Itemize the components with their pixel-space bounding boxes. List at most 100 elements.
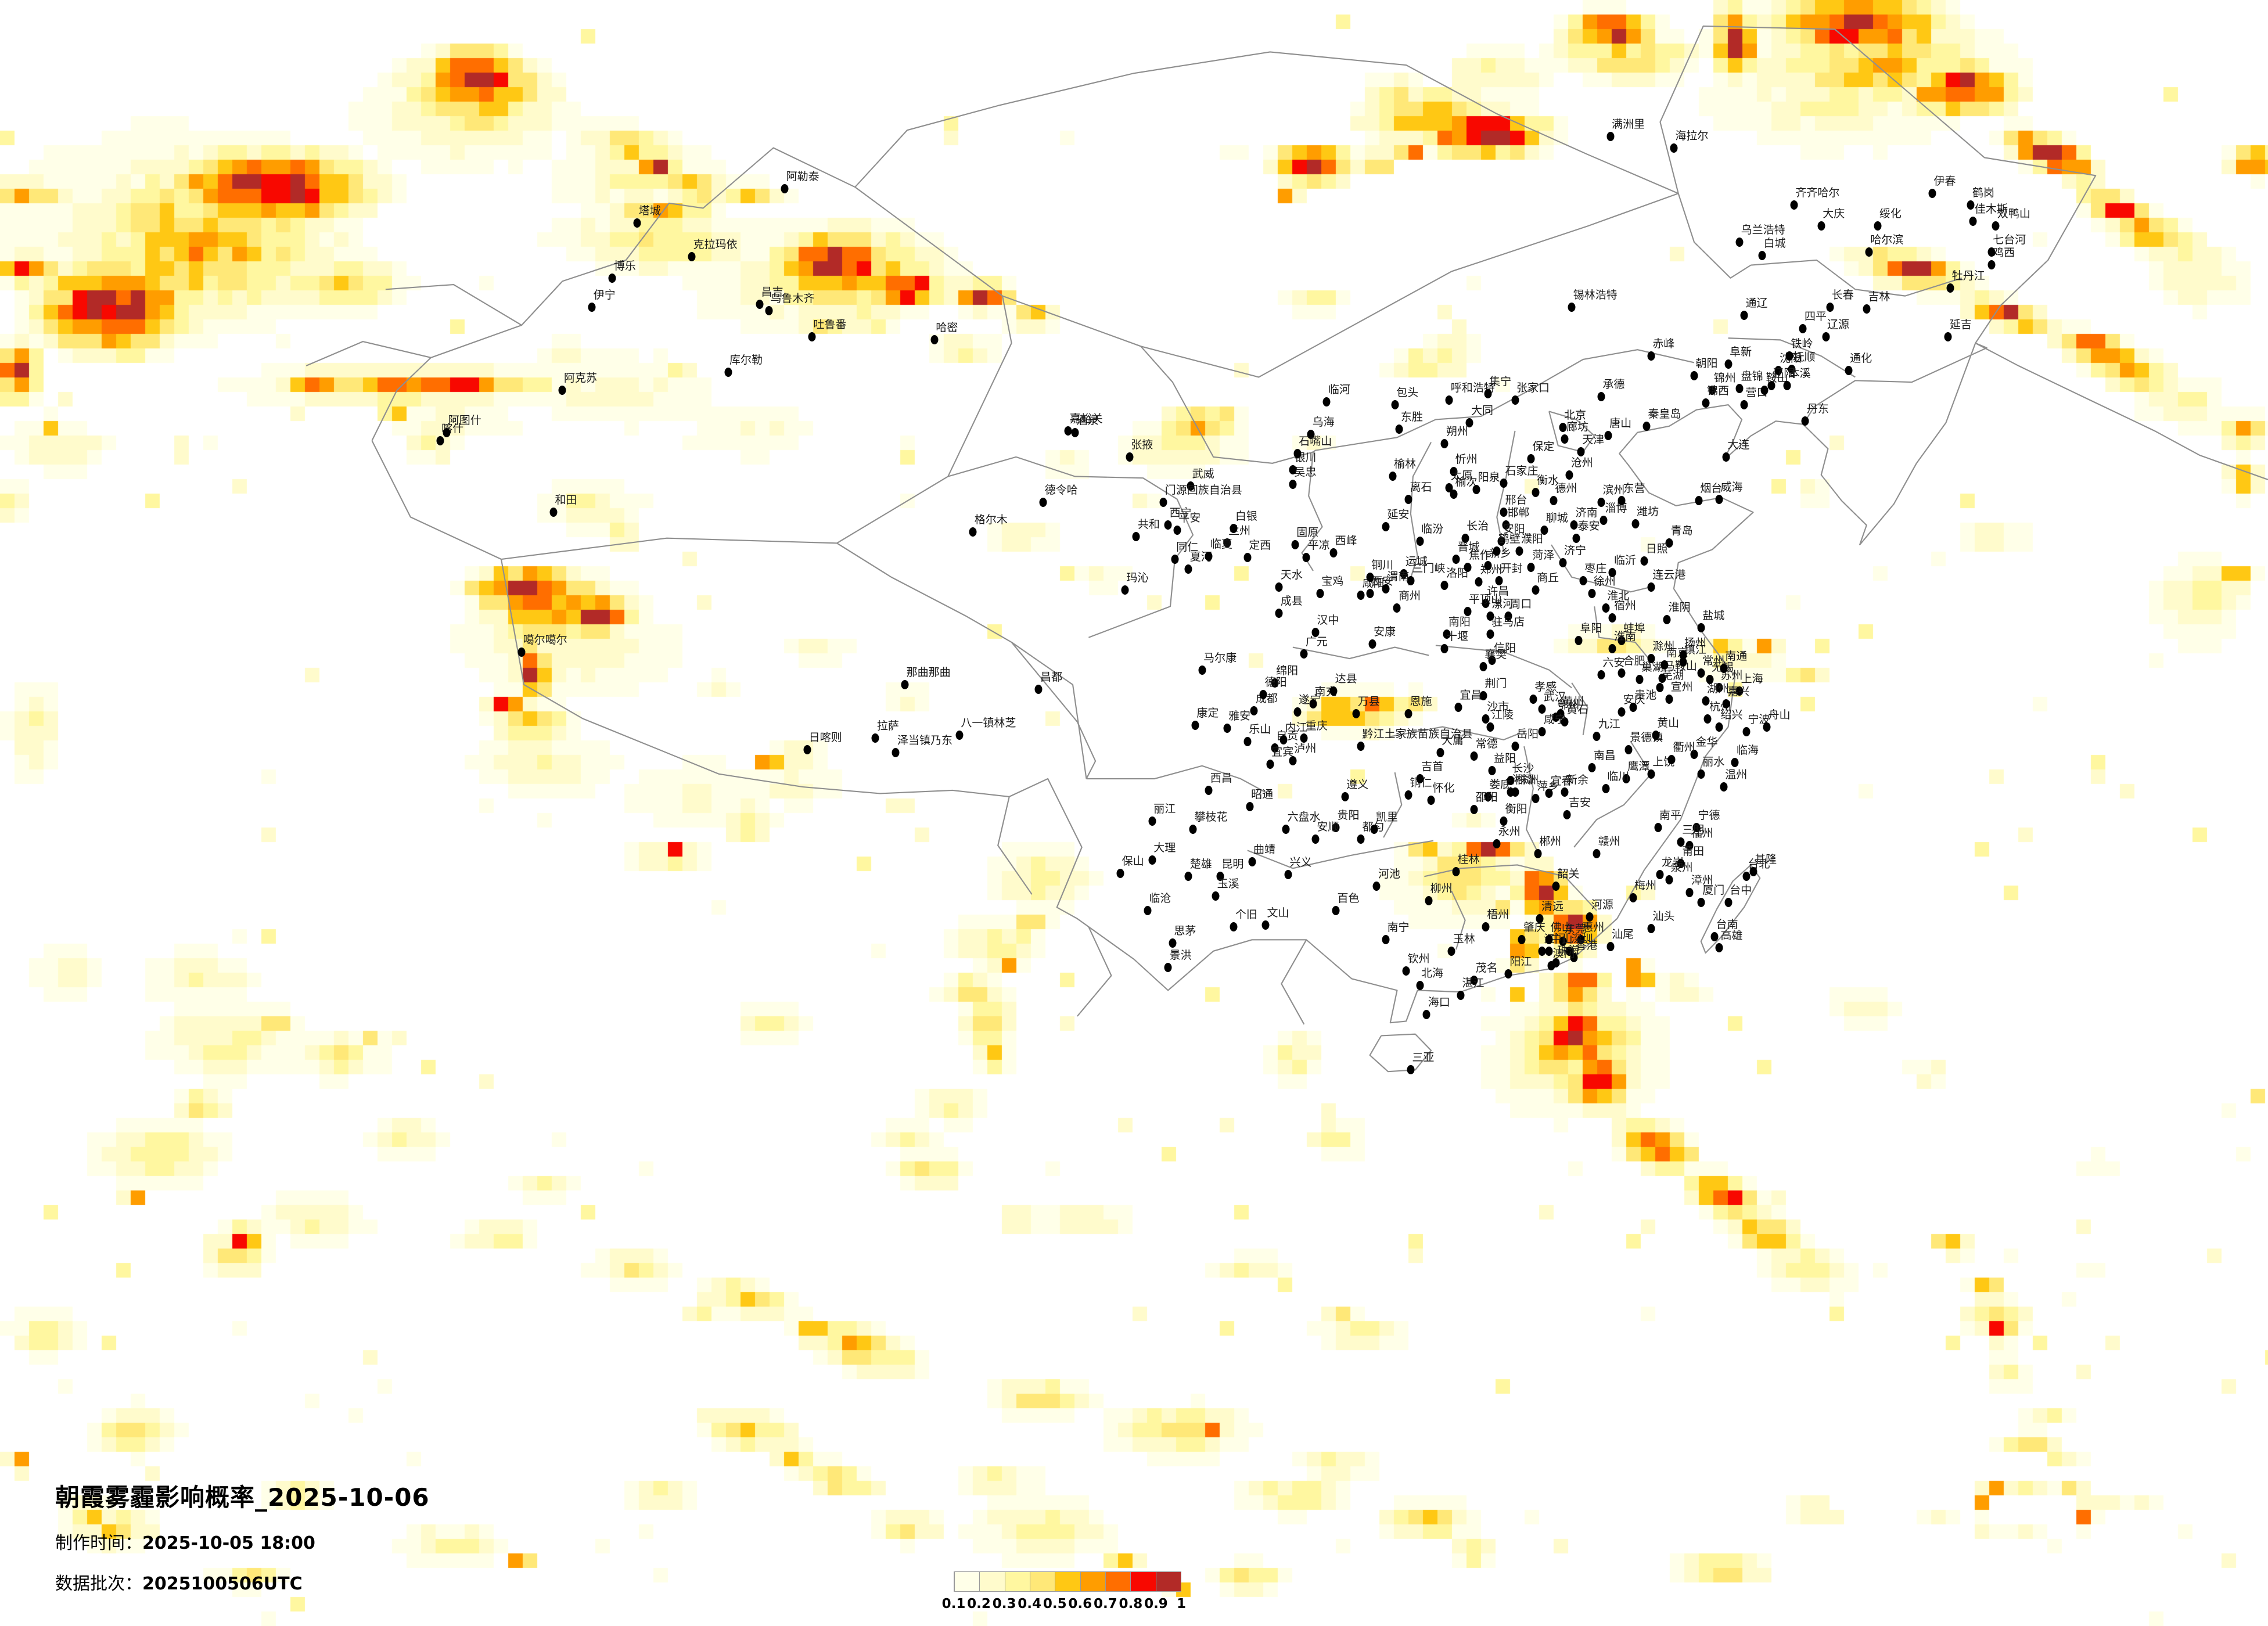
city-marker: 平凉 <box>1302 540 1330 563</box>
city-dot-icon <box>1647 769 1655 779</box>
city-marker: 阜新 <box>1724 347 1752 369</box>
city-label: 丽水 <box>1702 755 1725 768</box>
city-label: 晋城 <box>1457 541 1480 554</box>
province-border-line <box>1630 741 1652 775</box>
city-marker: 柳州 <box>1425 883 1453 906</box>
city-marker: 和田 <box>549 495 577 517</box>
city-marker: 湛江 <box>1457 977 1484 1000</box>
city-marker: 台南 <box>1710 919 1738 941</box>
legend-swatch <box>954 1572 980 1591</box>
city-dot-icon <box>1488 655 1496 665</box>
city-label: 合肥 <box>1623 654 1645 668</box>
city-marker: 黔江土家族苗族自治县 <box>1357 729 1473 751</box>
city-dot-icon <box>1470 805 1478 815</box>
city-label: 双鸭山 <box>1997 207 2030 221</box>
city-marker: 韶关 <box>1552 869 1579 891</box>
city-dot-icon <box>1540 525 1548 535</box>
province-border-line <box>305 341 432 366</box>
city-dot-icon <box>1702 696 1710 706</box>
city-dot-icon <box>1250 706 1258 715</box>
city-marker: 烟台 <box>1695 483 1722 506</box>
city-marker: 马鞍山 <box>1658 660 1697 683</box>
city-marker: 伊春 <box>1928 176 1956 199</box>
city-dot-icon <box>1064 426 1072 436</box>
city-marker: 鹰潭 <box>1622 761 1649 784</box>
city-dot-icon <box>1647 654 1655 663</box>
city-label: 凯里 <box>1375 811 1398 823</box>
city-label: 临沂 <box>1613 553 1636 567</box>
city-label: 楚雄 <box>1189 858 1212 871</box>
province-border-line <box>1281 939 1307 1025</box>
city-dot-icon <box>1647 923 1655 933</box>
city-dot-icon <box>1865 247 1873 257</box>
city-label: 嘉峪关 <box>1069 412 1103 425</box>
city-marker: 延安 <box>1382 509 1409 532</box>
city-label: 武汉 <box>1543 690 1566 703</box>
city-label: 八一镇林芝 <box>961 716 1016 729</box>
province-border-line <box>947 296 1012 477</box>
city-label: 阜新 <box>1730 346 1752 359</box>
city-marker: 固原 <box>1291 527 1318 549</box>
city-dot-icon <box>1457 990 1465 1000</box>
city-label: 贵阳 <box>1337 809 1360 822</box>
city-dot-icon <box>1529 695 1537 704</box>
city-dot-icon <box>1407 1065 1415 1075</box>
city-marker: 贵池 <box>1629 690 1656 712</box>
city-dot-icon <box>1404 709 1412 719</box>
city-label: 乐山 <box>1249 722 1271 736</box>
batch-line: 数据批次：2025100506UTC <box>55 1569 430 1595</box>
city-dot-icon <box>1173 525 1181 535</box>
city-marker: 定西 <box>1243 540 1271 563</box>
city-label: 常德 <box>1475 738 1498 750</box>
city-label: 万县 <box>1357 695 1380 708</box>
city-marker: 连云港 <box>1647 569 1685 592</box>
city-dot-icon <box>1602 603 1610 613</box>
city-marker: 赣州 <box>1593 836 1620 858</box>
city-dot-icon <box>1440 439 1448 449</box>
city-label: 临汾 <box>1421 523 1444 536</box>
city-dot-icon <box>1382 935 1390 945</box>
city-label: 温州 <box>1725 768 1748 782</box>
city-marker: 许昌 <box>1482 585 1509 608</box>
city-marker: 渭南 <box>1382 571 1409 593</box>
city-dot-icon <box>1593 732 1601 742</box>
city-dot-icon <box>1597 670 1605 679</box>
city-label: 景洪 <box>1169 949 1192 962</box>
made-time-line: 制作时间：2025-10-05 18:00 <box>55 1528 430 1554</box>
city-label: 三门峡 <box>1412 562 1446 575</box>
city-marker: 马尔康 <box>1198 652 1237 675</box>
batch-label: 数据批次： <box>55 1574 142 1594</box>
city-dot-icon <box>1760 386 1769 395</box>
city-label: 韶关 <box>1557 868 1580 880</box>
city-label: 绍兴 <box>1720 708 1743 721</box>
city-dot-icon <box>1198 665 1206 675</box>
city-marker: 塔城 <box>633 205 661 228</box>
city-dot-icon <box>1482 922 1490 931</box>
city-marker: 辽源 <box>1822 319 1849 341</box>
city-dot-icon <box>1184 564 1192 574</box>
city-label: 汕头 <box>1652 909 1675 923</box>
city-dot-icon <box>1631 519 1639 528</box>
city-label: 绵阳 <box>1276 664 1299 677</box>
city-marker: 南京 <box>1660 647 1688 670</box>
city-dot-icon <box>1656 870 1664 880</box>
city-marker: 百色 <box>1332 893 1360 915</box>
city-label: 威海 <box>1720 480 1743 494</box>
city-marker: 江陵 <box>1486 709 1514 732</box>
city-dot-icon <box>1184 872 1192 882</box>
city-label: 固原 <box>1296 526 1319 539</box>
city-label: 保山 <box>1122 854 1144 868</box>
city-dot-icon <box>1484 388 1492 398</box>
city-label: 大理 <box>1153 841 1176 855</box>
city-label: 内江 <box>1285 721 1307 734</box>
city-label: 娄底 <box>1489 778 1512 791</box>
city-dot-icon <box>1126 452 1134 462</box>
legend-swatch <box>1004 1572 1030 1591</box>
city-dot-icon <box>1577 935 1585 945</box>
city-marker: 昭通 <box>1246 789 1273 811</box>
city-dot-icon <box>1593 849 1601 858</box>
city-dot-icon <box>517 647 526 657</box>
city-dot-icon <box>1248 857 1256 866</box>
city-dot-icon <box>1679 657 1687 667</box>
legend-color-bar <box>954 1571 1181 1592</box>
